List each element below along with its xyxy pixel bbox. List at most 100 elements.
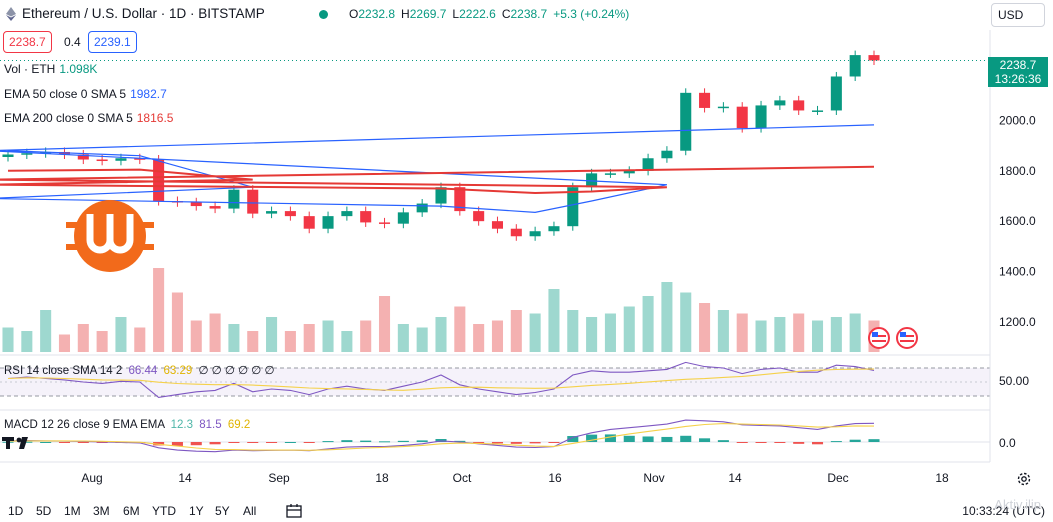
macd-hist-bar [830,441,842,443]
candle [322,211,334,234]
macd-hist-bar [284,442,296,443]
volume-bar [604,313,616,352]
volume-bar [811,320,824,352]
macd-hist-bar [623,435,635,442]
macd-hist-bar [548,442,560,443]
macd-hist-bar [416,440,428,442]
macd-hist-bar [529,442,541,444]
candle [680,88,692,156]
macd-hist-bar [58,442,71,443]
macd-hist-bar [755,442,767,443]
range-button-ytd[interactable]: YTD [152,504,176,518]
currency-button[interactable]: USD [991,3,1045,27]
candle [830,71,842,115]
volume-bar [435,317,447,352]
range-button-1d[interactable]: 1D [8,504,24,518]
macd-hist-bar [360,440,372,442]
macd-hist-value: 12.3 [170,419,194,431]
volume-bar [473,324,485,352]
rsi-level-label: 50.00 [999,374,1030,388]
rsi-legend[interactable]: RSI 14 close SMA 14 2 66.44 63.29 ∅ ∅ ∅ … [4,365,275,377]
volume-bar [680,292,692,352]
sell-price-button[interactable]: 2238.7 [3,31,52,53]
ema200-legend-value: 1816.5 [136,111,174,125]
volume-bar [699,303,711,352]
rsi-line [7,361,875,398]
candle [491,216,504,234]
range-button-6m[interactable]: 6M [123,504,140,518]
rsi-value: 66.44 [128,365,158,377]
volume-bar [642,296,654,352]
macd-hist-bar [303,442,315,443]
volume-bar [529,313,541,352]
range-button-1m[interactable]: 1M [64,504,81,518]
volume-legend[interactable]: Vol · ETH 1.098K [4,62,98,76]
symbol-header[interactable]: Ethereum / U.S. Dollar · 1D · BITSTAMP [6,6,265,21]
range-button-all[interactable]: All [243,504,257,518]
ema50-legend[interactable]: EMA 50 close 0 SMA 5 1982.7 [4,87,167,101]
candle [454,182,466,216]
time-tick-label: Nov [643,471,664,485]
macd-hist-bar [849,439,861,442]
macd-signal-line [7,423,875,451]
close-value: 2238.7 [510,7,548,21]
time-tick-label: Dec [827,471,848,485]
ema200-legend[interactable]: EMA 200 close 0 SMA 5 1816.5 [4,111,174,125]
time-tick-label: 14 [178,471,192,485]
range-button-3m[interactable]: 3M [93,504,110,518]
candle [699,88,711,113]
volume-bar [190,320,202,352]
volume-bar [378,296,391,352]
volume-bar [491,320,504,352]
volume-bar [284,331,296,352]
calendar-range-icon[interactable] [285,503,305,519]
macd-hist-bar [247,442,259,443]
ohlc-readout: O2232.8 H2269.7 L2222.6 C2238.7 +5.3 (+0… [349,7,630,21]
macd-legend[interactable]: MACD 12 26 close 9 EMA EMA 12.3 81.5 69.… [4,419,251,431]
spread-value: 0.4 [64,35,81,49]
time-tick-label: 18 [375,471,389,485]
volume-bar [40,310,52,352]
rsi-pane [0,361,990,398]
time-axis-ticks: Aug 14 Sep 18 Oct 16 Nov 14 Dec 18 [81,471,949,485]
volume-bar [360,320,372,352]
volume-bar [58,334,71,352]
volume-bar [793,313,805,352]
candle [341,206,353,221]
us-flag-icon[interactable] [866,326,922,350]
candle [661,146,673,163]
volume-bar [96,331,108,352]
candle [115,153,127,166]
macd-hist-bar [680,435,692,442]
symbol-title[interactable]: Ethereum / U.S. Dollar · 1D · BITSTAMP [22,6,265,21]
macd-hist-bar [190,442,202,446]
range-button-5d[interactable]: 5D [36,504,52,518]
buy-price-button[interactable]: 2239.1 [88,31,137,53]
candle [755,100,767,133]
macd-hist-bar [40,442,52,443]
range-button-5y[interactable]: 5Y [215,504,230,518]
ethereum-icon [6,6,16,21]
macd-hist-bar [341,440,353,442]
range-button-1y[interactable]: 1Y [189,504,204,518]
macd-hist-bar [811,442,824,445]
candle [284,206,296,221]
volume-bar [153,268,165,352]
macd-hist-bar [454,440,466,442]
candle [717,102,729,113]
macd-hist-bar [661,436,673,442]
macd-hist-bar [736,442,748,443]
last-price-tag: 2238.7 13:26:36 [988,57,1048,87]
macd-signal-value: 69.2 [227,419,251,431]
candle [397,207,409,229]
time-tick-label: Aug [81,471,102,485]
gear-icon[interactable] [1016,471,1032,487]
candle [303,211,315,234]
macd-hist-bar [473,442,485,443]
utc-clock[interactable]: 10:33:24 (UTC) [962,504,1045,518]
volume-bar [247,331,259,352]
macd-hist-bar [604,434,616,442]
time-tick-label: Oct [453,471,472,485]
rsi-empty-values: ∅ ∅ ∅ ∅ ∅ ∅ [198,365,275,377]
